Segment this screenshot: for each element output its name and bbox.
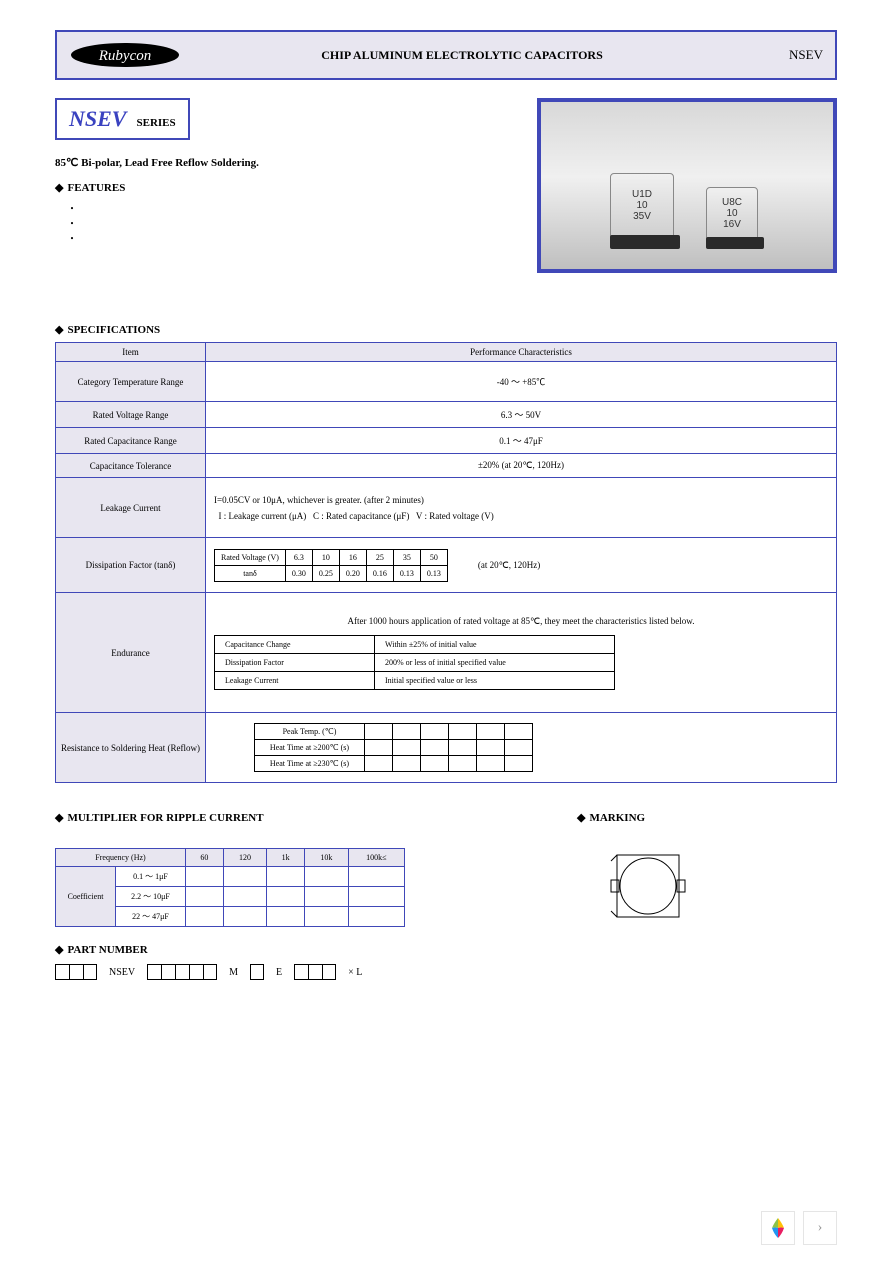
endurance-cell: After 1000 hours application of rated vo…	[206, 593, 837, 713]
pn-tail: × L	[346, 967, 364, 980]
cap-mark: 10	[636, 200, 647, 211]
cap-mark: U1D	[632, 189, 652, 200]
reflow-cell: Peak Temp. (℃)Heat Time at ≥200℃ (s)Heat…	[206, 713, 837, 783]
spec-label: Leakage Current	[56, 478, 206, 538]
spec-label: Item	[56, 343, 206, 362]
cap-mark: 10	[726, 208, 737, 219]
spec-heading: SPECIFICATIONS	[55, 323, 837, 336]
series-box: NSEV SERIES	[55, 98, 190, 140]
spec-table: Item Performance Characteristics Categor…	[55, 342, 837, 783]
vendor-logo-icon	[761, 1211, 795, 1245]
tand-cell: Rated Voltage (V)6.31016253550 tanδ0.300…	[206, 538, 837, 593]
spec-value: Performance Characteristics	[206, 343, 837, 362]
leakage-cell: I=0.05CV or 10μA, whichever is greater. …	[206, 478, 837, 538]
endurance-intro: After 1000 hours application of rated vo…	[214, 616, 828, 627]
header-bar: Rubycon CHIP ALUMINUM ELECTROLYTIC CAPAC…	[55, 30, 837, 80]
features-heading: FEATURES	[55, 181, 515, 194]
cap-mark: 35V	[633, 211, 651, 222]
capacitor-large: U1D 10 35V	[610, 173, 680, 249]
rubycon-logo: Rubycon	[69, 41, 181, 69]
spec-label: Rated Capacitance Range	[56, 428, 206, 454]
pn-sep: NSEV	[107, 967, 137, 980]
cap-mark: U8C	[722, 197, 742, 208]
header-title: CHIP ALUMINUM ELECTROLYTIC CAPACITORS	[181, 48, 743, 63]
spec-label: Endurance	[56, 593, 206, 713]
spec-label: Capacitance Tolerance	[56, 454, 206, 478]
spec-label: Dissipation Factor (tanδ)	[56, 538, 206, 593]
spec-value: ±20% (at 20℃, 120Hz)	[206, 454, 837, 478]
spec-label: Resistance to Soldering Heat (Reflow)	[56, 713, 206, 783]
header-series: NSEV	[743, 47, 823, 63]
spec-value: 0.1 ～ 47μF	[206, 428, 837, 454]
product-photo: U1D 10 35V U8C 10 16V	[537, 98, 837, 273]
leakage-formula: I=0.05CV or 10μA, whichever is greater. …	[214, 495, 828, 505]
spec-label: Rated Voltage Range	[56, 402, 206, 428]
cap-mark: 16V	[723, 219, 741, 230]
spec-value: -40 ～ +85℃	[206, 362, 837, 402]
footer-controls: ›	[761, 1211, 837, 1245]
next-page-button[interactable]: ›	[803, 1211, 837, 1245]
tand-table: Rated Voltage (V)6.31016253550 tanδ0.300…	[214, 549, 448, 582]
subtitle: 85℃ Bi-polar, Lead Free Reflow Soldering…	[55, 156, 515, 169]
marking-diagram	[597, 840, 717, 930]
leakage-legend: I : Leakage current (μA) C : Rated capac…	[214, 511, 828, 521]
marking-heading: MARKING	[577, 811, 837, 824]
reflow-table: Peak Temp. (℃)Heat Time at ≥200℃ (s)Heat…	[254, 723, 533, 772]
spec-label: Category Temperature Range	[56, 362, 206, 402]
feature-bullets	[55, 200, 515, 245]
ripple-table: Frequency (Hz)601201k10k100k≤Coefficient…	[55, 848, 405, 927]
ripple-heading: MULTIPLIER FOR RIPPLE CURRENT	[55, 811, 547, 824]
tand-note: (at 20℃, 120Hz)	[478, 560, 540, 571]
svg-text:Rubycon: Rubycon	[98, 48, 151, 64]
pn-heading: PART NUMBER	[55, 943, 837, 956]
spec-value: 6.3 ～ 50V	[206, 402, 837, 428]
capacitor-small: U8C 10 16V	[706, 187, 764, 249]
endurance-table: Capacitance ChangeWithin ±25% of initial…	[214, 635, 615, 690]
part-number-row: NSEV M E × L	[55, 964, 837, 980]
series-name: NSEV	[69, 106, 126, 132]
series-label: SERIES	[136, 117, 175, 129]
